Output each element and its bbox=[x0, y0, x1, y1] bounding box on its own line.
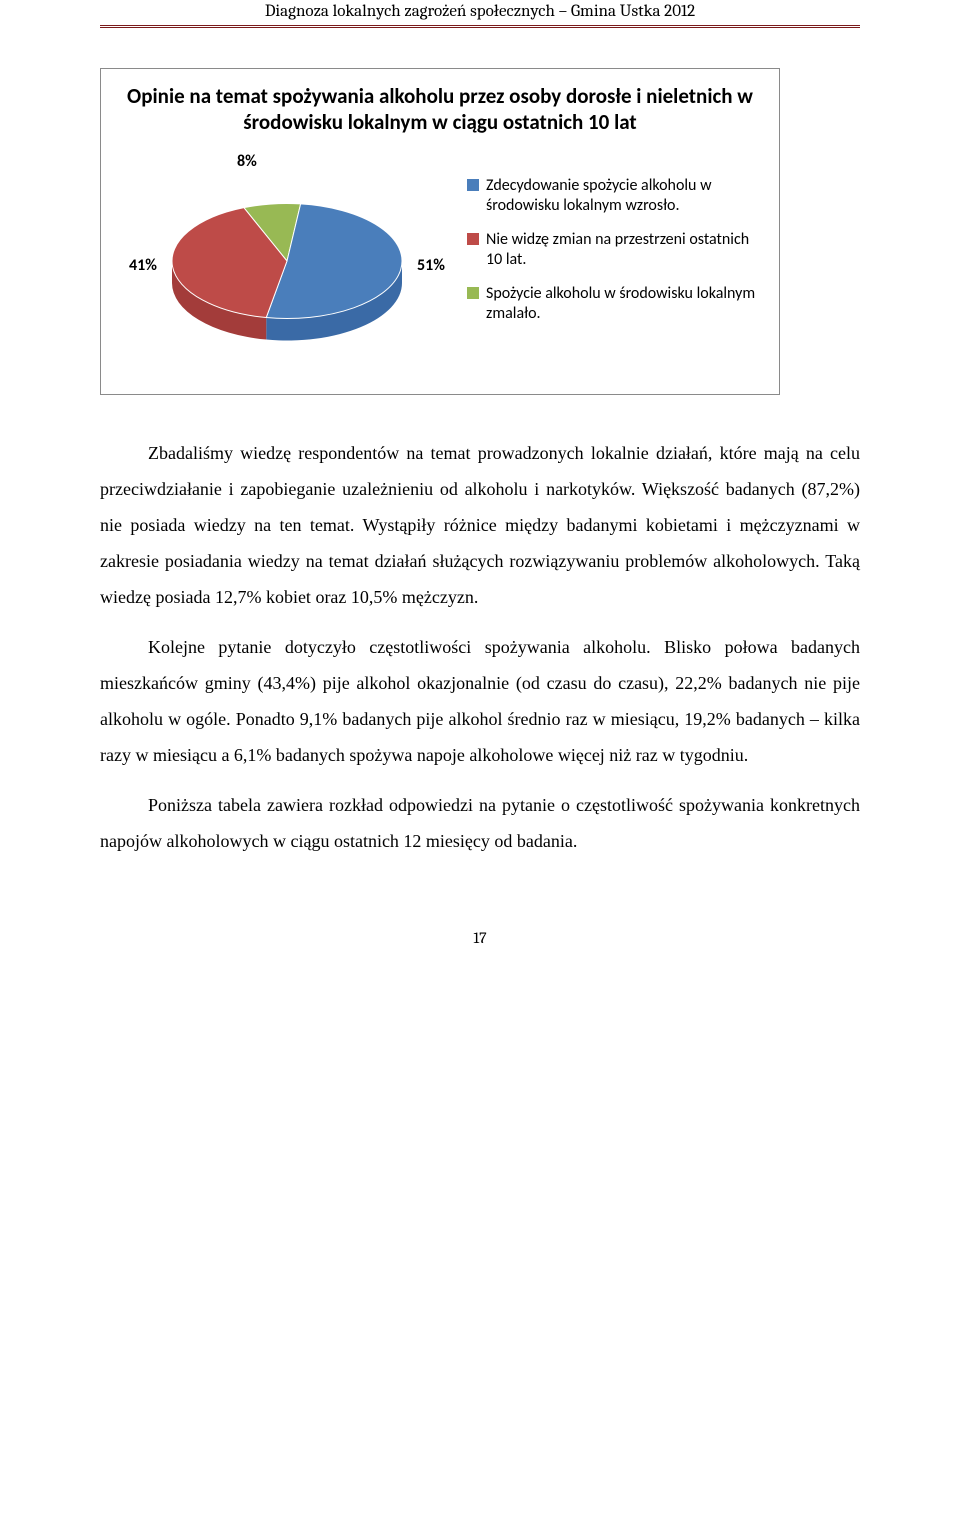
legend-item: Nie widzę zmian na przestrzeni ostatnich… bbox=[467, 230, 763, 270]
legend-label: Spożycie alkoholu w środowisku lokalnym … bbox=[486, 284, 763, 324]
paragraph: Poniższa tabela zawiera rozkład odpowied… bbox=[100, 787, 860, 859]
legend-label: Zdecydowanie spożycie alkoholu w środowi… bbox=[486, 176, 763, 216]
paragraph: Zbadaliśmy wiedzę respondentów na temat … bbox=[100, 435, 860, 615]
pie-label-51: 51% bbox=[417, 256, 445, 275]
document-page: Diagnoza lokalnych zagrożeń społecznych … bbox=[0, 0, 960, 987]
chart-body: 51% 41% 8% Zdecydowanie spożycie alkohol… bbox=[117, 146, 763, 376]
legend-swatch bbox=[467, 179, 479, 191]
chart-legend: Zdecydowanie spożycie alkoholu w środowi… bbox=[467, 146, 763, 338]
page-header: Diagnoza lokalnych zagrożeń społecznych … bbox=[100, 0, 860, 21]
page-number: 17 bbox=[100, 929, 860, 947]
legend-swatch bbox=[467, 287, 479, 299]
legend-swatch bbox=[467, 233, 479, 245]
body-text: Zbadaliśmy wiedzę respondentów na temat … bbox=[100, 435, 860, 859]
pie-label-41: 41% bbox=[129, 256, 157, 275]
pie-area: 51% 41% 8% bbox=[117, 146, 467, 376]
header-rule bbox=[100, 25, 860, 28]
paragraph: Kolejne pytanie dotyczyło częstotliwości… bbox=[100, 629, 860, 773]
legend-label: Nie widzę zmian na przestrzeni ostatnich… bbox=[486, 230, 763, 270]
legend-item: Spożycie alkoholu w środowisku lokalnym … bbox=[467, 284, 763, 324]
pie-chart-container: Opinie na temat spożywania alkoholu prze… bbox=[100, 68, 780, 395]
pie-chart bbox=[117, 146, 467, 376]
legend-item: Zdecydowanie spożycie alkoholu w środowi… bbox=[467, 176, 763, 216]
pie-label-8: 8% bbox=[237, 152, 257, 171]
chart-title: Opinie na temat spożywania alkoholu prze… bbox=[117, 83, 763, 136]
